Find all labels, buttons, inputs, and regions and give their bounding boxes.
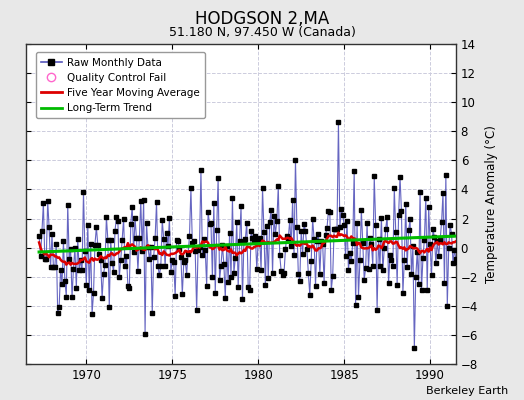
Text: Berkeley Earth: Berkeley Earth — [426, 386, 508, 396]
Y-axis label: Temperature Anomaly (°C): Temperature Anomaly (°C) — [485, 125, 498, 283]
Legend: Raw Monthly Data, Quality Control Fail, Five Year Moving Average, Long-Term Tren: Raw Monthly Data, Quality Control Fail, … — [36, 52, 205, 118]
Text: HODGSON 2,MA: HODGSON 2,MA — [195, 10, 329, 28]
Text: 51.180 N, 97.450 W (Canada): 51.180 N, 97.450 W (Canada) — [169, 26, 355, 39]
